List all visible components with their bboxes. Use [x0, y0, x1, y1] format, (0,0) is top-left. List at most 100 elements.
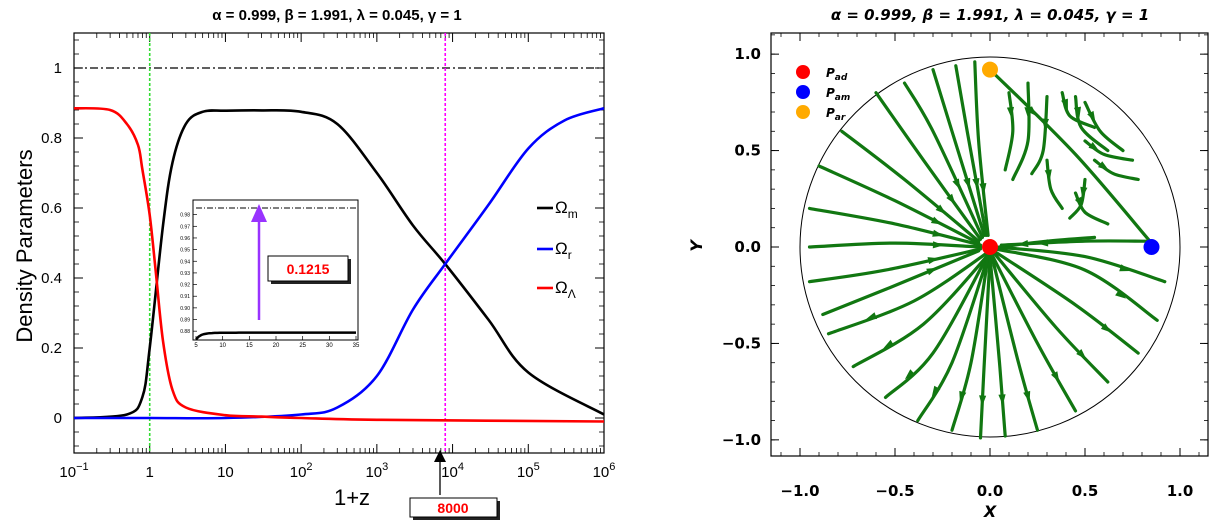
streamline — [840, 129, 981, 243]
density-legend: Ωm Ωr ΩΛ — [537, 198, 578, 301]
streamline-arrow — [998, 394, 1006, 406]
streamline-arrow — [946, 193, 956, 205]
streamline — [817, 164, 981, 245]
legend-omega-m: Ωm — [537, 198, 578, 221]
x-tick-label: 10 — [217, 464, 234, 481]
streamline — [874, 91, 983, 241]
legend-marker — [796, 85, 810, 99]
streamline-arrow — [1037, 239, 1049, 247]
density-chart: α = 0.999, β = 1.991, λ = 0.045, γ = 1 0… — [12, 7, 615, 520]
inset-arrow-head — [251, 204, 267, 222]
inset-y-tick-label: 0.90 — [180, 306, 190, 312]
streamline — [954, 64, 988, 237]
inset-y-tick-label: 0.92 — [180, 283, 190, 289]
streamline — [992, 249, 1140, 355]
inset-y-tick-label: 0.88 — [180, 329, 190, 335]
legend-omega-r: Ωr — [537, 239, 572, 262]
streamline-arrow — [1076, 349, 1087, 360]
streamline — [902, 81, 984, 239]
streamline — [990, 253, 1078, 413]
inset-y-tick-label: 0.89 — [180, 318, 190, 324]
streamline-arrow — [1098, 161, 1109, 171]
streamline — [988, 68, 1154, 245]
streamline-arrow — [963, 177, 971, 190]
phase-x-tick-label: 1.0 — [1167, 482, 1194, 500]
phase-portrait: α = 0.999, β = 1.991, λ = 0.045, γ = 1 −… — [687, 6, 1209, 521]
marker-8000: 8000 — [409, 450, 500, 520]
streamline — [1030, 95, 1049, 176]
x-tick-label: 104 — [441, 461, 464, 481]
streamline — [916, 255, 990, 423]
legend-p-ar: Par — [796, 105, 846, 123]
streamline — [821, 249, 981, 317]
streamline — [978, 255, 992, 440]
streamline-arrow — [1087, 110, 1096, 123]
streamline-arrow — [1023, 390, 1031, 403]
streamline — [999, 239, 1148, 247]
streamline-arrow — [1061, 98, 1068, 110]
y-tick-label: 0.4 — [41, 270, 62, 287]
y-tick-label: 0.2 — [41, 340, 62, 357]
streamline-arrow — [1044, 169, 1052, 181]
streamline-arrow — [932, 241, 944, 249]
streamline-arrow — [883, 339, 895, 349]
streamline — [826, 249, 992, 336]
streamline — [992, 251, 1110, 384]
streamline-arrow — [1115, 289, 1126, 299]
streamline-arrow — [1088, 142, 1100, 152]
streamline — [994, 245, 1167, 284]
phase-y-tick-label: −1.0 — [722, 431, 761, 449]
streamline-arrow — [930, 216, 943, 225]
streamline-arrow — [979, 395, 987, 407]
streamline-arrow — [1051, 371, 1060, 383]
legend-p-ad: Pad — [796, 65, 848, 83]
phase-title: α = 0.999, β = 1.991, λ = 0.045, γ = 1 — [831, 6, 1149, 24]
inset-x-tick-label: 25 — [299, 343, 306, 349]
streamline — [931, 68, 986, 237]
streamline-arrow — [904, 369, 916, 380]
density-chart-title: α = 0.999, β = 1.991, λ = 0.045, γ = 1 — [212, 7, 461, 24]
streamline — [973, 60, 990, 237]
phase-y-tick-label: −0.5 — [722, 334, 761, 352]
streamline — [1092, 158, 1140, 182]
phase-x-axis-label: X — [983, 502, 997, 521]
y-tick-label: 1 — [54, 60, 62, 77]
critical-point-p-am — [1143, 239, 1160, 255]
streamline-arrow — [1100, 323, 1112, 333]
y-tick-label: 0 — [54, 410, 62, 427]
phase-x-tick-label: 0.0 — [977, 482, 1004, 500]
inset-chart: 5 10 15 20 25 30 35 0.88 0.89 0.90 0.91 0.92 0.93 0.9… — [180, 199, 360, 349]
x-tick-label: 106 — [593, 461, 616, 481]
streamline-arrow — [959, 390, 967, 403]
density-x-axis-label: 1+z — [334, 485, 370, 510]
streamline — [1045, 158, 1064, 210]
phase-y-axis-label: Y — [687, 239, 706, 252]
x-tick-label: 10−1 — [59, 461, 88, 481]
unit-circle-boundary — [799, 56, 1181, 438]
legend-omega-lambda: ΩΛ — [537, 278, 576, 301]
streamline-arrow — [932, 229, 944, 237]
streamline — [807, 206, 983, 247]
streamlines — [807, 60, 1167, 440]
inset-x-tick-label: 30 — [326, 343, 333, 349]
inset-y-tick-label: 0.94 — [180, 259, 190, 265]
legend-label: Pad — [826, 66, 848, 83]
streamline — [1011, 81, 1031, 182]
omega-m-curve — [73, 108, 605, 420]
legend-label: Pam — [826, 86, 850, 103]
streamline — [950, 255, 990, 432]
density-y-axis-label: Density Parameters — [12, 149, 37, 342]
legend-label: Ωr — [555, 239, 572, 262]
streamline-arrow — [1006, 106, 1014, 118]
streamline — [1083, 100, 1125, 153]
phase-y-tick-label: 1.0 — [734, 45, 761, 63]
critical-point-p-ar — [982, 61, 998, 78]
streamline-arrow — [927, 257, 939, 265]
inset-x-tick-label: 20 — [273, 343, 280, 349]
inset-omega-m-curve — [195, 331, 356, 341]
streamline-arrow — [865, 312, 877, 320]
inset-y-tick-label: 0.96 — [180, 236, 190, 242]
legend-label: Ωm — [555, 198, 578, 221]
inset-x-tick-label: 10 — [219, 343, 226, 349]
